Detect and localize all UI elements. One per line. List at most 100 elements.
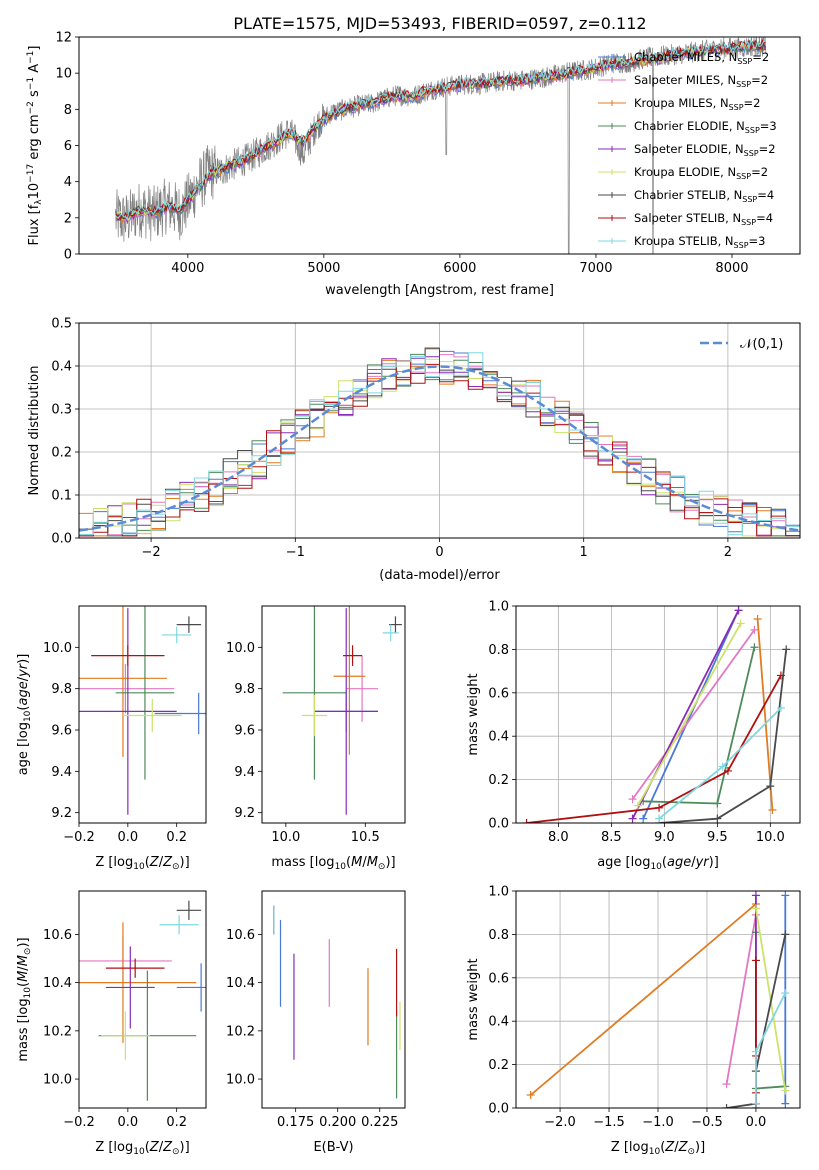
mw-marker [722, 1080, 731, 1089]
y-tick-label: 9.4 [234, 765, 255, 780]
errorbar-krou_elodie [122, 699, 182, 733]
panel-age_vs_Z: −0.2 0.0 0.2 9.2 9.4 9.6 9.8 10.0 Z [log10(Z/Z⊙)… [16, 605, 207, 872]
mw-marker [655, 814, 664, 823]
y-tick-label: 0.4 [488, 1015, 509, 1030]
y-tick-label: 0.2 [51, 446, 72, 461]
y-tick-label: 9.2 [51, 806, 72, 821]
histograms [79, 347, 800, 538]
legend-marker [609, 238, 615, 244]
y-tick-label: 6 [64, 139, 72, 154]
y-tick-label: 10.0 [43, 1073, 72, 1088]
x-tick-label: 0 [435, 545, 443, 560]
y-tick-label: 9.4 [51, 765, 72, 780]
legend-marker [609, 169, 615, 175]
mw-marker [781, 891, 790, 900]
mw-marker [713, 799, 722, 808]
y-tick-label: 9.8 [51, 682, 72, 697]
mw-marker [751, 904, 760, 913]
mw-line-krou_elodie [637, 622, 742, 807]
x-tick-label: 0.0 [746, 1115, 767, 1130]
panel-mass_vs_Z: −0.2 0.0 0.2 10.0 10.2 10.4 10.6 Z [log10(Z/Z⊙)… [16, 890, 207, 1157]
x-tick-label: 10.0 [271, 830, 300, 845]
x-tick-label: 8.5 [601, 830, 622, 845]
mw-line-chab_elodie [643, 646, 756, 805]
x-tick-label: 0.175 [277, 1115, 314, 1130]
errorbar-salp_elodie [105, 946, 155, 1029]
mw-marker [655, 803, 664, 812]
y-tick-label: 1.0 [488, 600, 509, 615]
model-salp_stelib [115, 38, 766, 221]
x-axis-label: age [log10(age/yr)] [597, 855, 719, 872]
model-chab_stelib [115, 39, 766, 221]
y-tick-label: 10.2 [43, 1024, 72, 1039]
y-tick-label: 12 [55, 31, 72, 46]
panel-mass_weight_vs_Z: −2.0 −1.5 −1.0 −0.5 0.0 0.0 0.2 0.4 0.6 0.8 1.0 Z [… [466, 885, 801, 1157]
axes-frame [78, 605, 207, 824]
errorbar-salp_elodie [79, 608, 177, 815]
x-tick-label: −1 [286, 545, 305, 560]
x-tick-label: 2 [724, 545, 732, 560]
y-tick-label: 0.0 [488, 1102, 509, 1117]
axes-frame [78, 890, 207, 1109]
legend-label-krou_stelib: Kroupa STELIB, NSSP=3 [634, 234, 765, 250]
mw-marker [526, 1090, 535, 1099]
mw-marker [633, 801, 642, 810]
y-tick-label: 0.3 [51, 403, 72, 418]
mw-marker [628, 814, 637, 823]
x-axis-label: Z [log10(Z/Z⊙)] [611, 1140, 705, 1157]
y-tick-label: 0.0 [51, 532, 72, 547]
points [273, 905, 401, 1099]
legend-label-normal: 𝒩(0,1) [740, 337, 783, 352]
mw-marker [751, 1099, 760, 1108]
legend-marker [609, 192, 615, 198]
y-tick-label: 0.2 [488, 773, 509, 788]
legend-label-salp_stelib: Salpeter STELIB, NSSP=4 [634, 211, 773, 227]
x-tick-label: 0.0 [118, 1115, 139, 1130]
legend-label-chab_elodie: Chabrier ELODIE, NSSP=3 [634, 119, 777, 135]
x-tick-label: −0.2 [63, 1115, 95, 1130]
mw-marker [768, 805, 777, 814]
x-axis-label: (data-model)/error [379, 568, 500, 583]
lines [522, 606, 791, 823]
legend-marker [609, 146, 615, 152]
mw-line-chab_miles [642, 609, 740, 820]
legend-marker [609, 100, 615, 106]
mw-marker [781, 988, 790, 997]
axes-frame [261, 605, 406, 824]
mw-marker [628, 795, 637, 804]
y-tick-label: 0.8 [488, 928, 509, 943]
axes-frame [515, 605, 801, 824]
errorbar-salp_miles [346, 655, 378, 722]
axes-frame [78, 36, 801, 255]
x-tick-label: −1.5 [593, 1115, 625, 1130]
y-tick-label: 10 [55, 67, 72, 82]
errorbar-chab_miles [176, 963, 206, 1012]
x-tick-label: −1.0 [642, 1115, 674, 1130]
x-tick-label: 1 [580, 545, 588, 560]
x-tick-label: 10.5 [351, 830, 380, 845]
x-tick-label: 8000 [715, 261, 748, 276]
x-axis-label: Z [log10(Z/Z⊙)] [95, 1140, 189, 1157]
x-tick-label: 4000 [171, 261, 204, 276]
y-tick-label: 10.6 [226, 928, 255, 943]
y-tick-label: 0.0 [488, 817, 509, 832]
x-tick-label: 6000 [443, 261, 476, 276]
mw-marker [713, 814, 722, 823]
y-tick-label: 0.4 [51, 360, 72, 375]
y-tick-label: 0.2 [488, 1058, 509, 1073]
x-tick-label: −2 [142, 545, 161, 560]
mw-marker [782, 645, 791, 654]
mw-marker [781, 1099, 790, 1108]
x-tick-label: 0.225 [361, 1115, 398, 1130]
errorbar-salp_elodie [314, 608, 378, 815]
y-tick-label: 10.2 [226, 1024, 255, 1039]
axes-frame [515, 890, 801, 1109]
y-tick-label: 0.5 [51, 317, 72, 332]
y-axis-label: mass weight [466, 673, 481, 755]
panel-spectrum: 4000 5000 6000 7000 8000 0 2 4 6 8 10 12 wavelength … [26, 31, 801, 298]
y-tick-label: 9.8 [234, 682, 255, 697]
x-tick-label: 10.0 [756, 830, 785, 845]
mw-marker [639, 814, 648, 823]
panel-mass_vs_ebv: 0.175 0.200 0.225 10.0 10.2 10.4 10.6 E(B-V) [226, 890, 406, 1155]
legend-marker [609, 77, 615, 83]
